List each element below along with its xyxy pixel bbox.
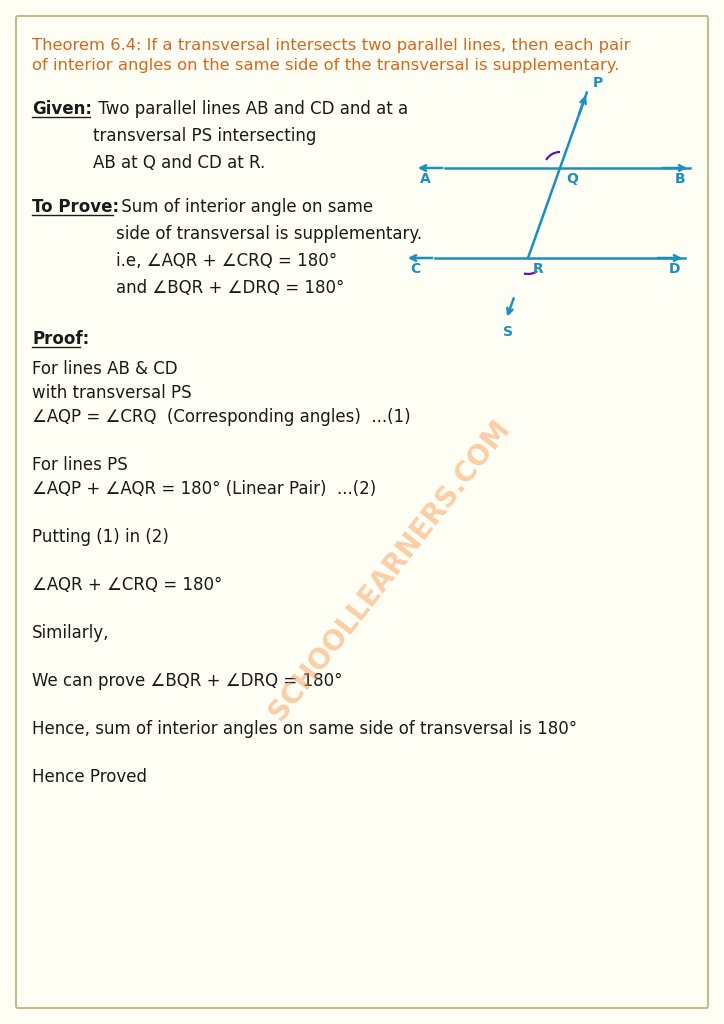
Text: ∠AQP + ∠AQR = 180° (Linear Pair)  ...(2): ∠AQP + ∠AQR = 180° (Linear Pair) ...(2) bbox=[32, 480, 376, 498]
Text: S: S bbox=[503, 326, 513, 339]
Text: A: A bbox=[420, 172, 431, 186]
Text: Q: Q bbox=[566, 172, 578, 186]
Text: Given:: Given: bbox=[32, 100, 92, 118]
Text: For lines PS: For lines PS bbox=[32, 456, 127, 474]
Text: To Prove:: To Prove: bbox=[32, 198, 119, 216]
Text: ∠AQP = ∠CRQ  (Corresponding angles)  ...(1): ∠AQP = ∠CRQ (Corresponding angles) ...(1… bbox=[32, 408, 411, 426]
FancyBboxPatch shape bbox=[16, 16, 708, 1008]
Text: Putting (1) in (2): Putting (1) in (2) bbox=[32, 528, 169, 546]
Text: Hence, sum of interior angles on same side of transversal is 180°: Hence, sum of interior angles on same si… bbox=[32, 720, 577, 738]
Text: For lines AB & CD: For lines AB & CD bbox=[32, 360, 177, 378]
Text: B: B bbox=[674, 172, 685, 186]
Text: ∠AQR + ∠CRQ = 180°: ∠AQR + ∠CRQ = 180° bbox=[32, 575, 222, 594]
Text: We can prove ∠BQR + ∠DRQ = 180°: We can prove ∠BQR + ∠DRQ = 180° bbox=[32, 672, 342, 690]
Text: of interior angles on the same side of the transversal is supplementary.: of interior angles on the same side of t… bbox=[32, 58, 619, 73]
Text: Theorem 6.4: If a transversal intersects two parallel lines, then each pair: Theorem 6.4: If a transversal intersects… bbox=[32, 38, 631, 53]
Text: P: P bbox=[593, 76, 603, 90]
Text: Two parallel lines AB and CD and at a
transversal PS intersecting
AB at Q and CD: Two parallel lines AB and CD and at a tr… bbox=[93, 100, 408, 172]
Text: Hence Proved: Hence Proved bbox=[32, 768, 147, 786]
Text: with transversal PS: with transversal PS bbox=[32, 384, 192, 402]
Text: Sum of interior angle on same
side of transversal is supplementary.
i.e, ∠AQR + : Sum of interior angle on same side of tr… bbox=[116, 198, 422, 297]
Text: Similarly,: Similarly, bbox=[32, 624, 109, 642]
Text: C: C bbox=[410, 262, 420, 276]
Text: D: D bbox=[668, 262, 680, 276]
Text: R: R bbox=[533, 262, 544, 276]
Text: SCHOOLLEARNERS.COM: SCHOOLLEARNERS.COM bbox=[264, 415, 516, 726]
Text: Proof:: Proof: bbox=[32, 330, 89, 348]
